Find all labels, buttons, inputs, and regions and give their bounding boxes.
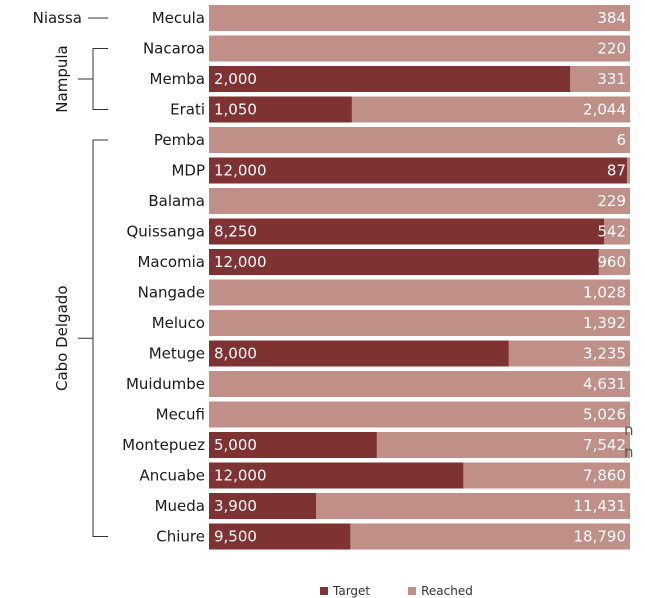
bar-reached-memba: [570, 66, 630, 92]
bar-reached-quissanga: [604, 218, 630, 245]
bar-reached-meluco: [209, 310, 630, 336]
category-label: Nacaroa: [143, 40, 205, 58]
data-label-reached: 5,026: [583, 406, 626, 424]
category-label: Quissanga: [126, 223, 205, 241]
bar-reached-nacaroa: [209, 35, 630, 62]
bar-reached-pemba: [209, 127, 630, 153]
cut-off-text-2: n: [624, 443, 634, 461]
legend-swatch-target: [320, 587, 328, 595]
bar-target-mueda: [209, 493, 317, 519]
data-label-target: 3,900: [214, 497, 257, 515]
group-bracket: [92, 48, 108, 110]
bar-target-metuge: [209, 340, 509, 367]
data-label-reached: 87: [607, 162, 626, 180]
bar-target-montepuez: [209, 432, 377, 458]
bar-reached-chiure: [350, 523, 630, 550]
data-label-reached: 229: [597, 192, 626, 210]
category-label: Ancuabe: [140, 467, 205, 485]
data-label-reached: 7,542: [583, 436, 626, 454]
bar-reached-erati: [351, 96, 630, 123]
legend-label-reached: Reached: [421, 584, 473, 598]
data-label-reached: 1,392: [583, 314, 626, 332]
data-label-reached: 331: [597, 70, 626, 88]
bar-target-erati: [209, 96, 352, 123]
bar-reached-nangade: [209, 279, 630, 306]
legend-label-target: Target: [333, 584, 371, 598]
bar-target-ancuabe: [209, 462, 464, 489]
bar-reached-muidumbe: [209, 371, 630, 397]
bar-reached-ancuabe: [463, 462, 630, 489]
legend-item-target: Target: [320, 584, 370, 598]
legend: Target Reached: [320, 584, 473, 598]
data-label-reached: 960: [597, 253, 626, 271]
category-label: Mueda: [155, 497, 205, 515]
data-label-target: 12,000: [214, 162, 267, 180]
bar-target-macomia: [209, 249, 599, 275]
category-label: Muidumbe: [126, 375, 205, 393]
bar-reached-mecufi: [209, 401, 630, 428]
category-label: Meluco: [152, 314, 205, 332]
category-label: Nangade: [138, 284, 205, 302]
data-label-reached: 542: [597, 223, 626, 241]
data-label-target: 9,500: [214, 528, 257, 546]
category-label: Metuge: [149, 345, 205, 363]
bar-target-quissanga: [209, 218, 605, 245]
category-label: Macomia: [137, 253, 205, 271]
group-label: Nampula: [53, 45, 71, 112]
data-label-reached: 1,028: [583, 284, 626, 302]
category-label: Chiure: [156, 528, 205, 546]
bar-target-mdp: [209, 157, 627, 184]
legend-swatch-reached: [408, 587, 417, 595]
bar-reached-montepuez: [376, 432, 630, 458]
data-label-reached: 11,431: [574, 497, 627, 515]
cut-off-text-1: n: [624, 421, 634, 439]
data-label-target: 1,050: [214, 101, 257, 119]
bar-target-memba: [209, 66, 571, 92]
data-label-reached: 6: [616, 131, 626, 149]
bar-reached-metuge: [508, 340, 630, 367]
data-label-target: 8,000: [214, 345, 257, 363]
bar-reached-balama: [209, 188, 630, 214]
category-label: Erati: [170, 101, 205, 119]
category-label: Mecufi: [156, 406, 205, 424]
data-label-target: 12,000: [214, 467, 267, 485]
bar-reached-mecula: [209, 5, 630, 31]
bar-reached-mdp: [626, 157, 630, 184]
group-label: Cabo Delgado: [53, 286, 71, 392]
category-label: Montepuez: [122, 436, 205, 454]
legend-item-reached: Reached: [408, 584, 473, 598]
data-label-reached: 3,235: [583, 345, 626, 363]
category-label: Memba: [150, 70, 206, 88]
data-label-reached: 7,860: [583, 467, 626, 485]
bar-target-chiure: [209, 523, 351, 550]
category-label: Pemba: [154, 131, 205, 149]
data-label-reached: 4,631: [583, 375, 626, 393]
bar-reached-mueda: [316, 493, 630, 519]
data-label-reached: 384: [597, 9, 626, 27]
data-label-reached: 220: [597, 40, 626, 58]
data-label-target: 2,000: [214, 70, 257, 88]
group-label: Niassa: [33, 9, 82, 27]
data-label-target: 12,000: [214, 253, 267, 271]
category-label: Mecula: [152, 9, 205, 27]
group-bracket: [92, 139, 108, 537]
data-label-reached: 2,044: [583, 101, 626, 119]
data-label-target: 5,000: [214, 436, 257, 454]
category-label: MDP: [171, 162, 205, 180]
data-label-target: 8,250: [214, 223, 257, 241]
category-label: Balama: [148, 192, 205, 210]
bar-reached-macomia: [598, 249, 630, 275]
data-label-reached: 18,790: [574, 528, 627, 546]
